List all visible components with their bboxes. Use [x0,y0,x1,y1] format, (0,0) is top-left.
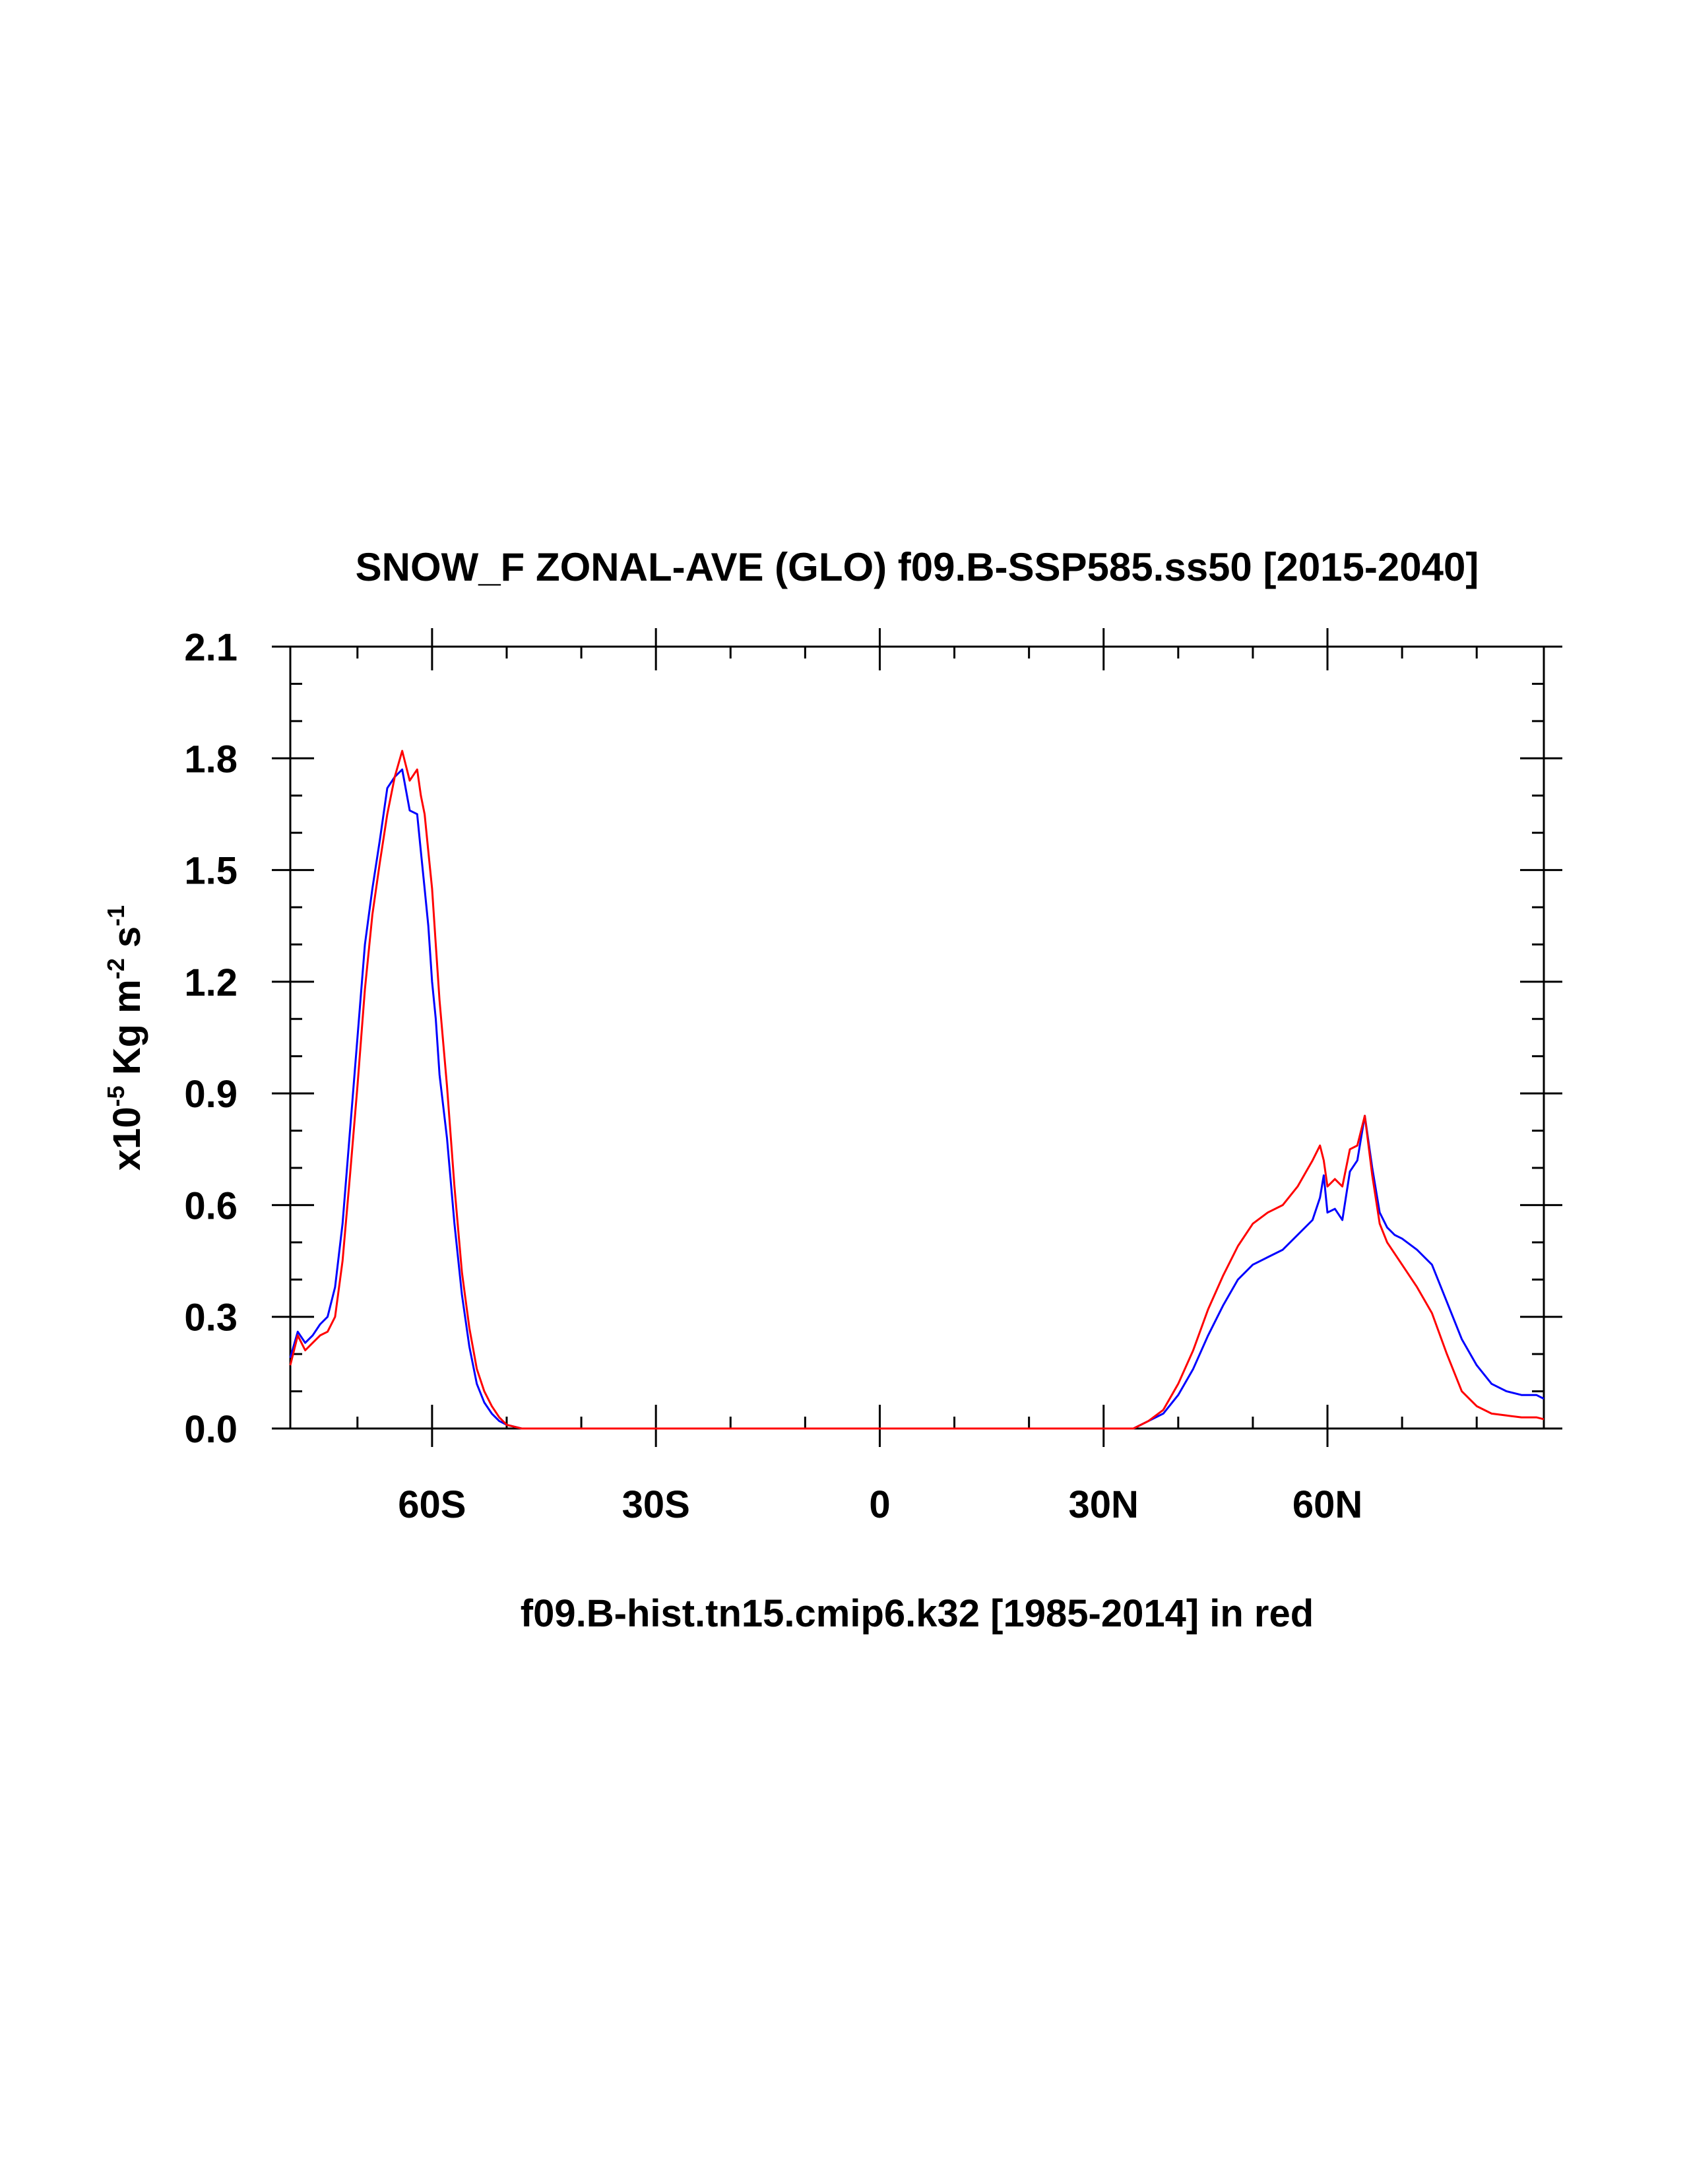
y-tick-label: 0.0 [184,1408,238,1451]
x-axis-label: f09.B-hist.tn15.cmip6.k32 [1985-2014] in… [521,1592,1314,1635]
x-tick-label: 60S [398,1483,466,1526]
y-tick-label: 2.1 [184,626,238,669]
series-line-hist [289,750,1545,1430]
y-tick-label: 0.6 [184,1184,238,1227]
y-tick-label: 1.2 [184,961,238,1004]
y-label-exp3: -1 [102,905,129,926]
series-group [289,750,1545,1430]
x-tick-label: 0 [869,1483,890,1526]
y-label-mid2: s [106,926,148,958]
plot-frame [289,645,1545,1430]
y-tick-label: 0.3 [184,1297,238,1339]
y-label-exp2: -2 [102,958,129,979]
minor-ticks [290,647,1544,1429]
series-line-ssp585 [289,768,1545,1430]
major-ticks [272,628,1562,1447]
y-label-mid: Kg m [106,979,148,1085]
y-tick-label: 0.9 [184,1073,238,1116]
y-tick-labels: 0.0 0.3 0.6 0.9 1.2 1.5 1.8 2.1 [184,626,238,1451]
x-tick-label: 30S [622,1483,690,1526]
y-axis-label: x10-5 Kg m-2 s-1 [102,905,148,1171]
y-label-exp: -5 [102,1085,129,1107]
x-tick-label: 60N [1292,1483,1362,1526]
y-tick-label: 1.5 [184,850,238,893]
y-tick-label: 1.8 [184,738,238,781]
x-tick-labels: 60S 30S 0 30N 60N [398,1483,1362,1526]
chart-title: SNOW_F ZONAL-AVE (GLO) f09.B-SSP585.ss50… [356,545,1479,589]
x-tick-label: 30N [1069,1483,1139,1526]
y-label-prefix: x10 [106,1107,148,1171]
